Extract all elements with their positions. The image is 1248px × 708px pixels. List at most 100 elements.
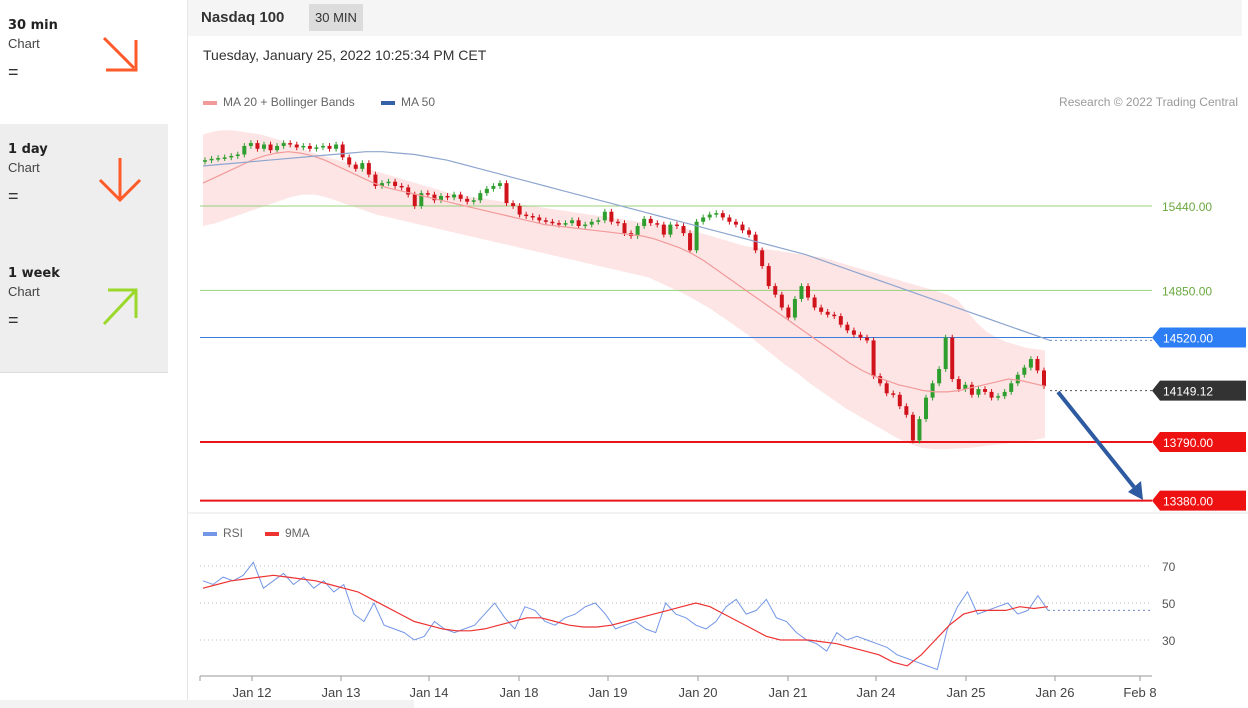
candle-body [937, 369, 942, 384]
candle-body [832, 314, 837, 317]
panel-divider [187, 0, 188, 708]
candle-body [327, 145, 332, 149]
candle-body [851, 330, 856, 335]
candle-body [681, 226, 686, 234]
bollinger-band [203, 130, 1045, 450]
timeframe-sub: Chart [8, 36, 40, 51]
candle-body [642, 218, 647, 227]
candle-body [694, 221, 699, 251]
candle-body [858, 334, 863, 338]
candle-body [576, 220, 581, 227]
candle-body [753, 234, 758, 251]
candle-body [432, 194, 437, 201]
x-tick-label: Feb 8 [1123, 685, 1156, 700]
candle-body [419, 193, 424, 206]
candle-body [255, 143, 260, 149]
candle-body [635, 226, 640, 237]
rsi-line [202, 561, 1049, 671]
candle-body [609, 211, 614, 222]
timeframe-1week[interactable]: 1 week Chart = [0, 248, 168, 373]
candle-body [524, 214, 529, 217]
candle-body [235, 154, 240, 157]
candle-body [1035, 359, 1040, 371]
level-tag [1152, 327, 1246, 348]
candle-body [406, 187, 411, 195]
down-arrow-icon [98, 158, 142, 203]
candle-body [674, 224, 679, 227]
candle-body [910, 414, 915, 441]
legend-ma50-label: MA 50 [401, 95, 436, 109]
candle-body [806, 286, 811, 298]
chart-datetime: Tuesday, January 25, 2022 10:25:34 PM CE… [203, 47, 487, 63]
timeframe-name: 30 min [8, 18, 58, 33]
x-tick-label: Jan 14 [409, 685, 448, 700]
x-tick-label: Jan 13 [321, 685, 360, 700]
candle-body [996, 396, 1001, 398]
candle-body [740, 224, 745, 231]
candle-body [497, 183, 502, 186]
level-label: 14149.12 [1163, 385, 1213, 399]
candle-body [209, 158, 214, 161]
candle-body [602, 211, 607, 221]
candle-body [786, 307, 791, 318]
candle-body [393, 181, 398, 186]
rsi-tick-label: 30 [1162, 634, 1176, 648]
candle-body [661, 224, 666, 235]
candle-body [943, 337, 948, 370]
candle-body [838, 316, 843, 325]
timeframe-1day[interactable]: 1 day Chart = [0, 124, 168, 249]
bottom-strip [0, 700, 414, 708]
level-label: 13380.00 [1163, 495, 1213, 509]
timeframe-30min[interactable]: 30 min Chart = [0, 0, 168, 125]
candle-body [779, 294, 784, 308]
timeframe-badge[interactable]: 30 MIN [309, 4, 363, 31]
candle-body [484, 188, 489, 194]
timeframe-status: = [8, 62, 19, 82]
candle-body [1022, 367, 1027, 375]
candle-body [320, 145, 325, 148]
candle-body [301, 145, 306, 148]
level-label: 13790.00 [1163, 436, 1213, 450]
candle-body [452, 194, 457, 198]
legend-swatch-ma20 [203, 100, 217, 105]
legend-swatch-9ma [265, 531, 279, 536]
legend-swatch-ma50 [381, 100, 395, 105]
candle-body [438, 195, 443, 201]
candle-body [668, 224, 673, 235]
candle-body [379, 183, 384, 186]
candle-body [248, 143, 253, 146]
candle-body [720, 213, 725, 218]
x-tick-label: Jan 19 [588, 685, 627, 700]
x-tick-label: Jan 20 [678, 685, 717, 700]
candle-body [543, 220, 548, 222]
ma20-line [202, 151, 1046, 393]
candle-body [478, 193, 483, 201]
forecast-arrow [1056, 390, 1136, 489]
candle-body [294, 144, 299, 148]
candle-body [537, 217, 542, 221]
candle-body [530, 216, 535, 218]
timeframe-sidebar: 30 min Chart = 1 day Chart = 1 week Char… [0, 0, 168, 373]
rsi-tick-label: 70 [1162, 560, 1176, 574]
candle-body [648, 218, 653, 224]
candle-body [268, 144, 273, 151]
candle-body [878, 376, 883, 384]
candle-body [373, 174, 378, 186]
candle-body [622, 223, 627, 234]
down-right-arrow-icon [102, 36, 138, 72]
candle-body [465, 198, 470, 202]
candle-body [275, 145, 280, 151]
candle-body [733, 221, 738, 225]
level-label: 14520.00 [1163, 332, 1213, 346]
candle-body [222, 157, 227, 159]
candle-body [812, 297, 817, 308]
candle-body [884, 383, 889, 394]
instrument-title: Nasdaq 100 [201, 9, 285, 26]
legend-9ma: 9MA [265, 526, 310, 540]
candle-body [399, 185, 404, 188]
candle-body [799, 286, 804, 299]
candle-body [386, 181, 391, 184]
level-label: 14850.00 [1162, 284, 1212, 298]
candle-body [360, 163, 365, 169]
